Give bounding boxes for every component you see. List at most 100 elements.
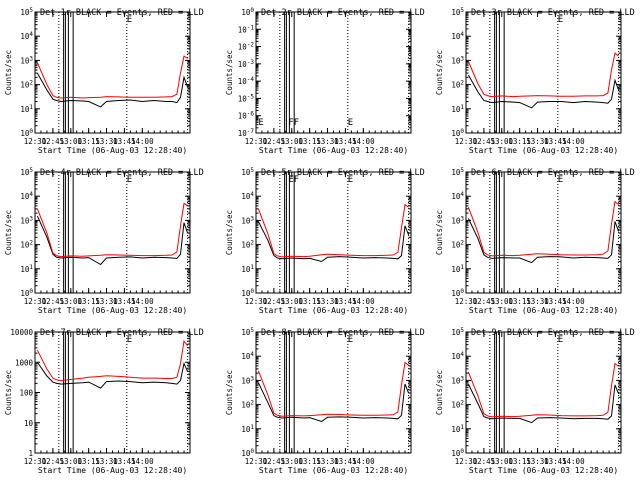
y-tick-label: 10-7 xyxy=(238,128,255,138)
y-tick-label: 104 xyxy=(241,191,254,201)
x-tick-label: 13:45 xyxy=(113,297,136,306)
y-tick-label: 101 xyxy=(241,424,254,434)
series-line-events xyxy=(36,215,189,266)
panel-det-8: Det 8r BLACK = Events, RED = LLD 100 101 10… xyxy=(225,327,425,475)
x-axis-title: Start Time (06-Aug-03 12:28:40) xyxy=(38,146,187,155)
x-tick-label: 14:00 xyxy=(131,297,154,306)
series-line-events xyxy=(36,362,189,389)
plot-frame xyxy=(34,11,191,134)
x-tick-label: 13:30 xyxy=(95,297,118,306)
x-tick-label: 14:00 xyxy=(131,457,154,466)
plot-frame xyxy=(255,11,412,134)
x-tick-label: 12:30 xyxy=(245,457,268,466)
x-tick-label: 13:30 xyxy=(526,137,549,146)
x-tick-label: 14:00 xyxy=(562,297,585,306)
y-tick-label: 103 xyxy=(451,215,464,225)
y-axis-title: Counts/sec xyxy=(225,210,234,255)
panel-det-4: Det 4r BLACK = Events, RED = LLD 100 101 10… xyxy=(4,167,204,315)
plot-frame xyxy=(465,171,622,294)
marker-label: E xyxy=(288,175,293,185)
series-line-events xyxy=(257,382,410,423)
y-tick-label: 102 xyxy=(20,240,33,250)
y-tick-label: 105 xyxy=(241,167,254,177)
x-tick-label: 14:00 xyxy=(352,297,375,306)
panel-det-6: Det 6r BLACK = Events, RED = LLD 100 101 10… xyxy=(435,167,635,315)
x-tick-label: 13:15 xyxy=(298,137,321,146)
y-tick-label: 103 xyxy=(20,55,33,65)
series-line-events xyxy=(257,221,410,263)
x-tick-label: 12:30 xyxy=(455,457,478,466)
y-axis-title: Counts/sec xyxy=(435,370,444,415)
y-tick-label: 101 xyxy=(241,264,254,274)
y-tick-label: 102 xyxy=(241,400,254,410)
x-tick-label: 13:30 xyxy=(316,297,339,306)
panel-title: Det 3r BLACK = Events, RED = LLD xyxy=(471,8,635,18)
y-tick-label: 104 xyxy=(241,351,254,361)
y-tick-label: 10 xyxy=(24,419,34,428)
x-tick-label: 12:45 xyxy=(473,137,496,146)
series-line-lld xyxy=(467,52,619,98)
x-axis-title: Start Time (06-Aug-03 12:28:40) xyxy=(469,466,618,475)
series-line-lld xyxy=(36,202,188,258)
x-tick-label: 12:45 xyxy=(263,137,286,146)
y-tick-label: 105 xyxy=(451,7,464,17)
panel-det-2: Det 2r BLACK = Events, RED = LLD 10-7 10-6… xyxy=(225,7,425,155)
series-line-lld xyxy=(467,362,619,418)
y-tick-label: 104 xyxy=(451,191,464,201)
marker-label: FF xyxy=(288,175,299,185)
y-tick-label: 102 xyxy=(241,240,254,250)
marker-label: E xyxy=(127,335,132,345)
y-tick-label: 10-2 xyxy=(238,42,255,52)
panel-det-1: Det 1r BLACK = Events, RED = LLD 100 101 10… xyxy=(4,7,204,155)
y-tick-label: 100 xyxy=(241,448,254,458)
series-line-lld xyxy=(257,203,409,258)
marker-label: E xyxy=(348,118,353,128)
x-tick-label: 13:45 xyxy=(544,457,567,466)
plot-frame xyxy=(255,171,412,294)
x-axis-title: Start Time (06-Aug-03 12:28:40) xyxy=(469,146,618,155)
x-axis-title: Start Time (06-Aug-03 12:28:40) xyxy=(259,466,408,475)
panel-det-7: Det 7r BLACK = Events, RED = LLD 1 10 100 10… xyxy=(4,328,204,475)
y-tick-label: 103 xyxy=(451,55,464,65)
x-tick-label: 13:15 xyxy=(298,297,321,306)
y-tick-label: 102 xyxy=(451,80,464,90)
y-tick-label: 102 xyxy=(451,240,464,250)
x-tick-label: 12:45 xyxy=(263,457,286,466)
y-tick-label: 105 xyxy=(451,327,464,337)
x-tick-label: 14:00 xyxy=(562,457,585,466)
y-tick-label: 100 xyxy=(451,288,464,298)
y-tick-label: 100 xyxy=(451,128,464,138)
x-tick-label: 13:00 xyxy=(490,137,513,146)
y-tick-label: 101 xyxy=(451,424,464,434)
panel-det-3: Det 3r BLACK = Events, RED = LLD 100 101 10… xyxy=(435,7,635,155)
y-tick-label: 100 xyxy=(451,448,464,458)
x-tick-label: 13:45 xyxy=(334,457,357,466)
x-tick-label: 12:30 xyxy=(245,137,268,146)
x-axis-title: Start Time (06-Aug-03 12:28:40) xyxy=(259,146,408,155)
series-line-events xyxy=(467,383,620,424)
y-tick-label: 101 xyxy=(20,264,33,274)
panel-title: Det 7r BLACK = Events, RED = LLD xyxy=(40,328,204,338)
marker-label: E xyxy=(558,335,563,345)
series-line-events xyxy=(467,74,620,109)
y-axis-title: Counts/sec xyxy=(4,50,13,95)
x-tick-label: 12:45 xyxy=(473,297,496,306)
x-tick-label: 13:30 xyxy=(526,457,549,466)
panel-det-5: Det 5r BLACK = Events, RED = LLD 100 101 10… xyxy=(225,167,425,315)
x-tick-label: 12:45 xyxy=(473,457,496,466)
y-tick-label: 104 xyxy=(20,31,33,41)
x-tick-label: 13:45 xyxy=(113,457,136,466)
y-tick-label: 105 xyxy=(20,7,33,17)
x-tick-label: 13:00 xyxy=(280,137,303,146)
x-tick-label: 13:15 xyxy=(508,297,531,306)
y-tick-label: 10-4 xyxy=(238,76,255,86)
y-tick-label: 105 xyxy=(451,167,464,177)
x-tick-label: 12:45 xyxy=(42,457,65,466)
y-tick-label: 10-6 xyxy=(238,111,255,121)
x-tick-label: 12:30 xyxy=(24,137,47,146)
y-axis-title: Counts/sec xyxy=(435,50,444,95)
marker-label: E xyxy=(348,175,353,185)
series-line-lld xyxy=(36,339,188,382)
panel-title: Det 5r BLACK = Events, RED = LLD xyxy=(261,168,425,178)
